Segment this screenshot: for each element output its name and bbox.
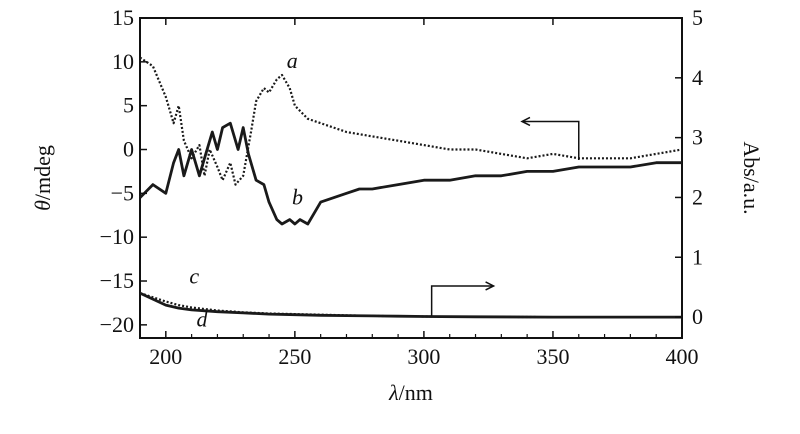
y-left-tick-label: −15 xyxy=(100,268,134,293)
series-line-a xyxy=(139,56,683,186)
axis-indicator-arrowhead-right xyxy=(485,281,496,291)
x-tick-label: 250 xyxy=(278,344,311,369)
curve-label-d: d xyxy=(196,307,208,332)
axis-indicator-arrowhead-left xyxy=(520,116,531,127)
series-line-b xyxy=(139,121,682,226)
y-axis-left-label-unit: /mdeg xyxy=(30,145,55,200)
x-tick-label: 400 xyxy=(666,344,699,369)
y-right-tick-label: 4 xyxy=(692,65,703,90)
y-right-tick-label: 1 xyxy=(692,244,703,269)
y-left-tick-label: −20 xyxy=(100,312,134,337)
plot-frame xyxy=(139,17,683,339)
axis-indicator-arrow-right xyxy=(430,285,494,316)
annotation-layer: a b cd xyxy=(189,48,580,332)
x-tick-label: 200 xyxy=(149,344,182,369)
y-right-tick-label: 5 xyxy=(692,5,703,30)
y-right-tick-label: 3 xyxy=(692,125,703,150)
y-axis-right-label: Abs/a.u. xyxy=(739,141,764,214)
x-axis-label-unit: /nm xyxy=(399,380,433,405)
y-right-tick-label: 2 xyxy=(692,184,703,209)
series-layer xyxy=(139,56,683,319)
y-left-tick-label: −5 xyxy=(111,180,134,205)
curve-label-c: c xyxy=(189,264,199,289)
y-axis-left-label-symbol: θ xyxy=(30,200,55,211)
series-line-d xyxy=(139,291,682,319)
series-line-c xyxy=(139,292,682,319)
y-left-tick-label: 15 xyxy=(112,5,134,30)
x-tick-label: 350 xyxy=(536,344,569,369)
y-right-tick-label: 0 xyxy=(692,304,703,329)
y-left-tick-label: 0 xyxy=(123,137,134,162)
y-left-tick-label: 5 xyxy=(123,93,134,118)
x-tick-label: 300 xyxy=(407,344,440,369)
y-left-tick-label: 10 xyxy=(112,49,134,74)
curve-label-b: b xyxy=(292,185,303,210)
curve-label-a: a xyxy=(287,48,298,73)
plot-area-frame xyxy=(139,17,683,339)
y-left-tick-label: −10 xyxy=(100,224,134,249)
x-axis-label: λ/nm xyxy=(388,380,433,405)
axis-indicator-arrow-left xyxy=(521,120,580,161)
x-axis-label-symbol: λ xyxy=(388,380,399,405)
y-axis-left-label: θ/mdeg xyxy=(30,145,55,211)
